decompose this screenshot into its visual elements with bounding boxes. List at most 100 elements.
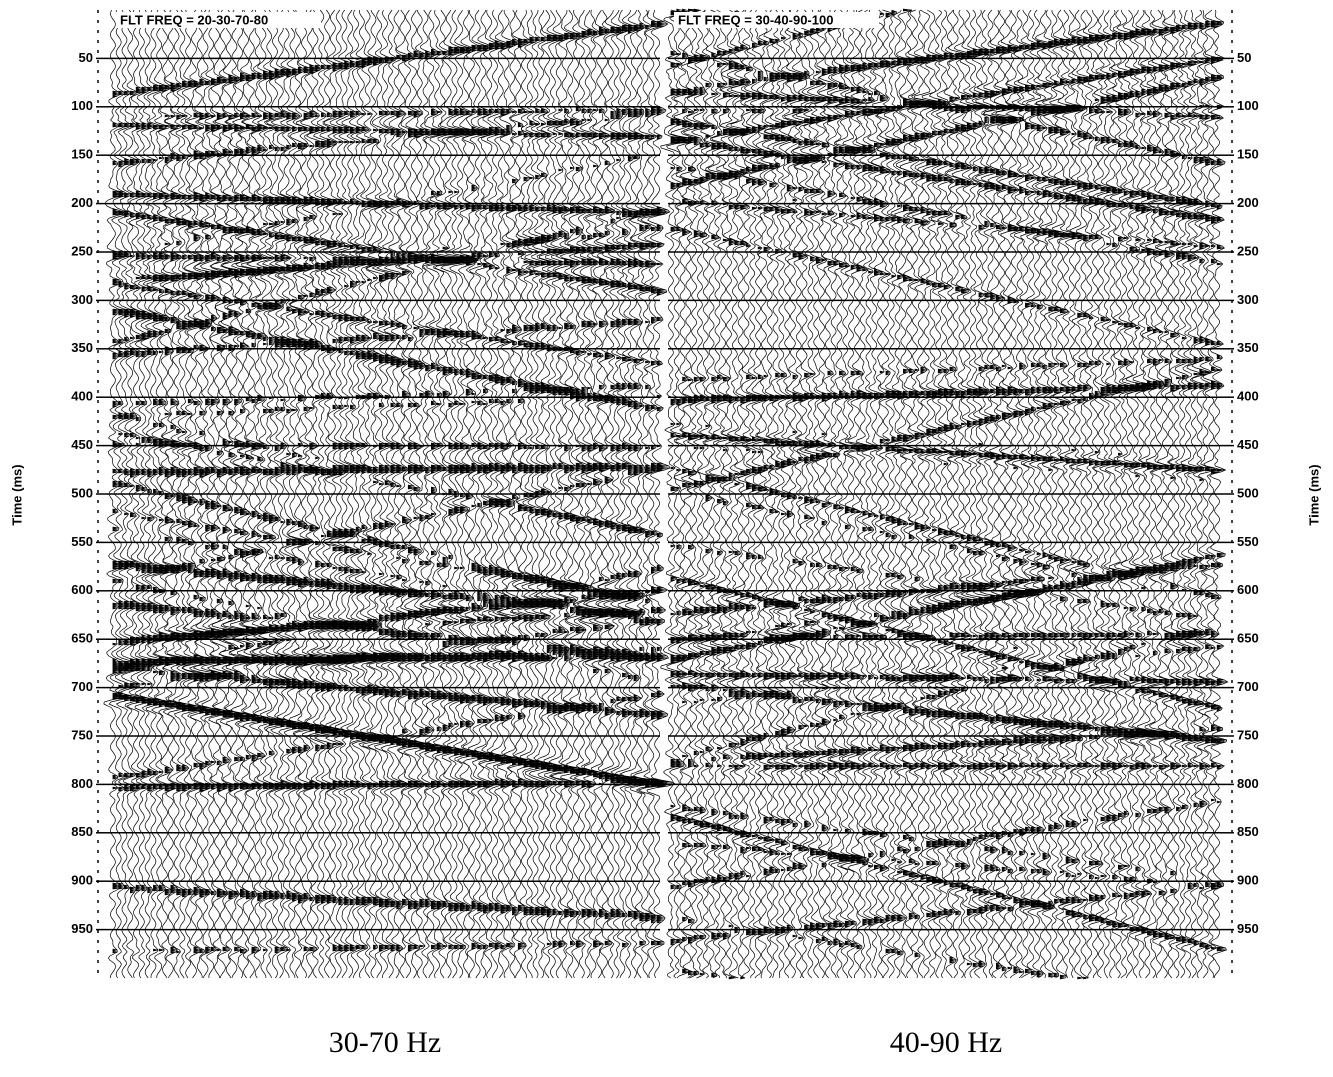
trace-fill: [722, 50, 736, 940]
y-tick-label: 350: [71, 340, 93, 355]
trace-fill: [1216, 20, 1228, 952]
trace-fill: [1205, 20, 1218, 950]
trace-fill: [978, 48, 993, 968]
trace-fill: [506, 40, 523, 948]
y-tick-label: 700: [71, 679, 93, 694]
trace-fill: [943, 52, 958, 916]
trace-fill: [517, 38, 535, 950]
trace-fill: [1152, 28, 1172, 938]
trace-fill: [955, 52, 969, 916]
trace-fill: [656, 20, 676, 946]
trace-fill: [176, 82, 195, 954]
trace-fill: [332, 62, 356, 952]
panel-title-bg: [674, 12, 879, 28]
y-tick-label: 800: [71, 776, 93, 791]
y-tick-label: 500: [71, 485, 93, 500]
y-tick-label: 650: [1237, 631, 1259, 646]
y-tick-label: 300: [1237, 292, 1259, 307]
trace-fill: [676, 8, 695, 944]
trace-fill: [1181, 24, 1195, 944]
y-tick-label: 50: [79, 50, 93, 65]
trace-fill: [425, 50, 441, 908]
panel-caption: 40-90 Hz: [890, 1026, 1002, 1059]
y-tick-label: 550: [71, 534, 93, 549]
trace-fill: [1193, 22, 1205, 946]
y-tick-label: 400: [71, 389, 93, 404]
trace-fill: [1065, 38, 1085, 916]
trace-fill: [885, 12, 898, 954]
trace-fill: [1112, 32, 1128, 928]
trace-fill: [949, 52, 963, 964]
trace-fill: [390, 56, 408, 952]
panel-title: FLT FREQ = 30-40-90-100: [678, 12, 833, 27]
trace-fill: [1187, 22, 1203, 944]
y-tick-label: 150: [1237, 147, 1259, 162]
y-tick-label: 600: [1237, 582, 1259, 597]
panel-title-bg: [116, 12, 321, 28]
y-tick-label: 700: [1237, 679, 1259, 694]
y-axis-title: Time (ms): [1306, 464, 1321, 525]
trace-fill: [135, 86, 150, 892]
y-tick-label: 900: [1237, 873, 1259, 888]
trace-fill: [222, 78, 242, 952]
trace-fill: [164, 84, 182, 896]
y-tick-label: 400: [1237, 389, 1259, 404]
y-axis-title: Time (ms): [9, 464, 24, 525]
trace-fill: [966, 50, 980, 966]
trace-fill: [494, 40, 513, 950]
y-tick-label: 100: [71, 98, 93, 113]
y-tick-label: 250: [1237, 243, 1259, 258]
trace-fill: [1211, 20, 1225, 950]
y-tick-label: 200: [1237, 195, 1259, 210]
trace-fill: [1135, 28, 1155, 932]
trace-fill: [112, 90, 129, 954]
y-tick-label: 150: [71, 147, 93, 162]
panel-caption: 30-70 Hz: [329, 1026, 441, 1059]
y-tick-label: 50: [1237, 50, 1251, 65]
trace-fill: [728, 48, 745, 980]
trace-fill: [118, 90, 133, 890]
y-tick-label: 100: [1237, 98, 1259, 113]
y-tick-label: 200: [71, 195, 93, 210]
y-tick-label: 950: [71, 921, 93, 936]
trace-fill: [792, 32, 809, 938]
y-tick-label: 950: [1237, 921, 1259, 936]
trace-fill: [234, 76, 256, 952]
panel-title: FLT FREQ = 20-30-70-80: [120, 12, 268, 27]
trace-fill: [639, 22, 662, 946]
y-tick-label: 850: [71, 824, 93, 839]
y-tick-label: 450: [71, 437, 93, 452]
trace-fill: [182, 80, 199, 898]
trace-fill: [286, 68, 305, 952]
trace-fill: [523, 38, 544, 916]
y-tick-label: 450: [1237, 437, 1259, 452]
trace-fill: [500, 42, 518, 950]
trace-fill: [147, 86, 162, 894]
trace-fill: [914, 56, 933, 958]
trace-fill: [575, 32, 591, 948]
trace-fill: [141, 86, 155, 892]
y-tick-label: 300: [71, 292, 93, 307]
y-tick-label: 500: [1237, 485, 1259, 500]
trace-fill: [1019, 44, 1037, 974]
trace-fill: [775, 38, 793, 936]
trace-fill: [512, 38, 528, 916]
y-tick-label: 900: [71, 873, 93, 888]
y-tick-label: 750: [1237, 727, 1259, 742]
trace-fill: [879, 12, 897, 924]
trace-fill: [1164, 26, 1179, 940]
y-tick-label: 650: [71, 631, 93, 646]
trace-fill: [1025, 44, 1045, 974]
trace-fill: [1083, 36, 1095, 980]
trace-fill: [740, 44, 757, 980]
trace-fill: [781, 36, 798, 934]
trace-fill: [1129, 30, 1151, 932]
trace-fill: [193, 80, 212, 954]
y-tick-label: 850: [1237, 824, 1259, 839]
trace-fill: [616, 26, 637, 918]
trace-fill: [815, 26, 828, 944]
y-tick-label: 350: [1237, 340, 1259, 355]
y-tick-label: 250: [71, 243, 93, 258]
trace-fill: [746, 66, 758, 936]
